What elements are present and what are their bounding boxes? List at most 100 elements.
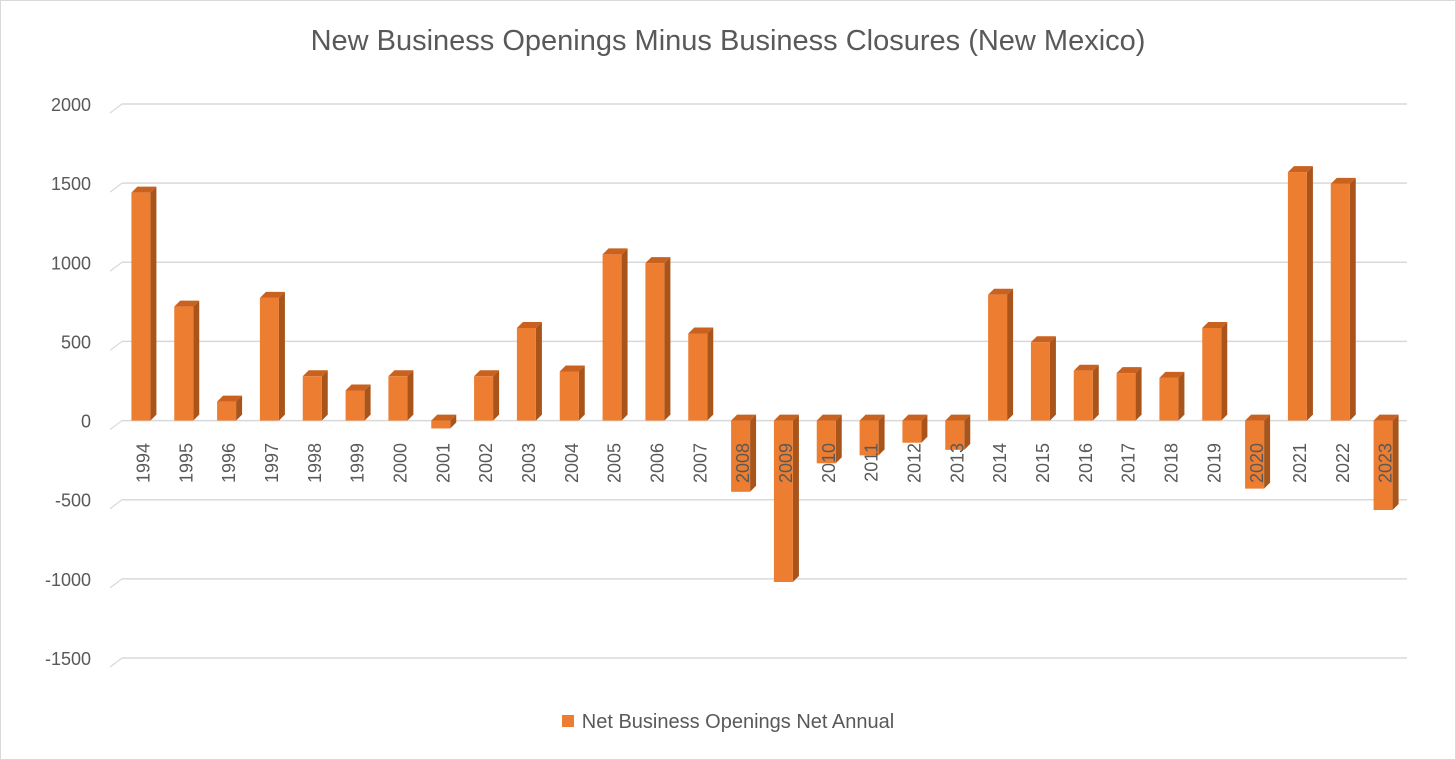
x-tick-label: 2017 <box>1119 443 1139 483</box>
gridline-depth <box>109 657 123 668</box>
bar-top <box>731 414 757 421</box>
x-tick-label: 2008 <box>733 443 753 483</box>
x-tick-label: 2005 <box>605 443 625 483</box>
bar-side <box>321 370 328 421</box>
bar-top <box>474 370 500 377</box>
bar-top <box>688 327 714 334</box>
bar-side <box>236 395 243 421</box>
bar <box>302 370 328 421</box>
bar-top <box>516 321 542 328</box>
bar-front <box>1159 377 1179 421</box>
y-tick-label: 1500 <box>51 174 91 194</box>
bar-side <box>835 414 842 464</box>
x-tick-label: 2007 <box>690 443 710 483</box>
bar-front <box>559 371 579 421</box>
bar <box>1116 367 1142 421</box>
x-tick-label: 2022 <box>1333 443 1353 483</box>
bar <box>1373 414 1399 511</box>
bar-side <box>1135 367 1142 421</box>
bar-top <box>1159 371 1185 378</box>
bar-top <box>645 257 671 264</box>
y-tick-label: 1000 <box>51 253 91 273</box>
bar <box>602 248 628 421</box>
x-tick-label: 2010 <box>819 443 839 483</box>
bar <box>559 365 585 421</box>
bar-top <box>988 288 1014 295</box>
bar-side <box>1221 321 1228 421</box>
x-tick-label: 2006 <box>647 443 667 483</box>
bar-front <box>474 376 494 421</box>
bar-front <box>131 192 151 421</box>
gridline-depth <box>109 103 123 114</box>
bar <box>1202 321 1228 421</box>
bar-side <box>1092 364 1099 421</box>
bar-top <box>945 414 971 421</box>
bar-side <box>1306 166 1313 421</box>
x-tick-label: 1994 <box>133 443 153 483</box>
bar-side <box>578 365 585 421</box>
gridline-depth <box>109 182 123 193</box>
bar-top <box>131 186 157 193</box>
bar-side <box>1049 336 1056 421</box>
bar-front <box>302 376 322 421</box>
bar-top <box>1202 321 1228 328</box>
y-tick-label: -500 <box>55 491 91 511</box>
bar-top <box>816 414 842 421</box>
bar <box>816 414 842 464</box>
bar-side <box>621 248 628 421</box>
bar-front <box>731 420 751 492</box>
bar-front <box>945 420 965 450</box>
bar-front <box>174 306 194 421</box>
bar <box>1330 177 1356 421</box>
gridline-depth <box>109 578 123 589</box>
x-tick-label: 1996 <box>219 443 239 483</box>
bar-side <box>1007 288 1014 421</box>
bar-front <box>816 420 836 464</box>
legend-swatch <box>561 714 574 727</box>
bar-front <box>345 390 365 421</box>
bar <box>388 370 414 421</box>
bar-front <box>645 263 665 421</box>
bar-top <box>1030 336 1056 343</box>
x-tick-label: 2009 <box>776 443 796 483</box>
bar <box>345 384 371 421</box>
legend: Net Business Openings Net Annual <box>1 711 1455 734</box>
bar-front <box>1245 420 1265 489</box>
bar <box>1030 336 1056 421</box>
bar-top <box>217 395 243 402</box>
bar-side <box>535 321 542 421</box>
bar-front <box>1202 327 1222 421</box>
x-tick-label: 2002 <box>476 443 496 483</box>
bar <box>773 414 799 583</box>
bar-front <box>1030 342 1050 421</box>
x-tick-label: 2000 <box>390 443 410 483</box>
bar <box>217 395 243 421</box>
x-tick-label: 2014 <box>990 443 1010 483</box>
bar-front <box>988 294 1008 421</box>
bar-top <box>602 248 628 255</box>
x-tick-label: 2023 <box>1376 443 1396 483</box>
bar <box>902 414 928 443</box>
x-tick-label: 2001 <box>433 443 453 483</box>
bar-top <box>302 370 328 377</box>
bar <box>131 186 157 421</box>
bar-front <box>902 420 922 443</box>
bar <box>474 370 500 421</box>
bar-side <box>964 414 971 450</box>
bar-top <box>174 300 200 307</box>
x-tick-label: 1999 <box>348 443 368 483</box>
x-tick-label: 2012 <box>904 443 924 483</box>
y-tick-label: -1000 <box>45 570 91 590</box>
y-tick-label: -1500 <box>45 649 91 669</box>
bar-side <box>707 327 714 421</box>
gridline-depth <box>109 340 123 351</box>
bar-side <box>493 370 500 421</box>
x-tick-label: 1995 <box>176 443 196 483</box>
x-tick-label: 1998 <box>305 443 325 483</box>
bar-top <box>902 414 928 421</box>
bar-side <box>878 414 885 456</box>
x-tick-label: 2019 <box>1204 443 1224 483</box>
bar <box>174 300 200 421</box>
